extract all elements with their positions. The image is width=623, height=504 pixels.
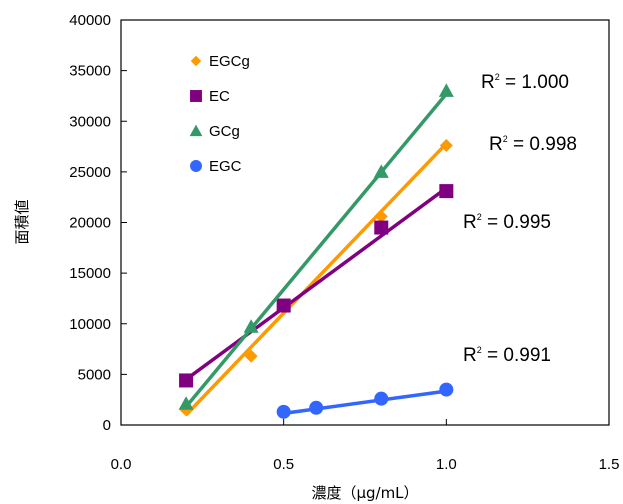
trendline-ec [185,186,448,381]
legend-marker-group [189,124,203,137]
legend: EGCg EC GCg EGC [189,53,250,175]
data-point-gcg [373,164,389,178]
legend-marker-ec [190,90,202,102]
plot-area [120,19,610,426]
r2-labels: R2 = 0.998 R2 = 0.995 R2 = 1.000 R2 = 0.991 [463,72,577,366]
ticks: 0 5000 10000 15000 20000 25000 30000 35000 40000… [69,12,619,473]
y-tick-label: 0 [103,417,111,434]
r2-label-gcg: R2 = 1.000 [481,72,569,93]
legend-marker-group [190,160,202,172]
y-tick-label: 30000 [69,113,111,130]
y-tick-label: 40000 [69,12,111,29]
r2-label-ec: R2 = 0.995 [463,212,551,233]
data-point-egc [374,391,389,406]
data-point-ec [439,184,454,199]
trendline-egcg [184,142,448,417]
data-point-egcg [244,349,258,363]
legend-label-egcg: EGCg [209,53,250,70]
y-tick-label: 10000 [69,316,111,333]
data-point-ec [179,373,194,388]
legend-item-egc: EGC [190,158,242,175]
y-tick-label: 35000 [69,63,111,80]
data-point-egcg [439,139,453,153]
x-tick-label: 1.0 [436,456,457,473]
data-point-egcg [374,209,388,223]
r2-label-egcg: R2 = 0.998 [489,134,577,155]
y-tick-label: 15000 [69,265,111,282]
x-tick-label: 0.5 [273,456,294,473]
trendline-gcg [184,92,448,408]
data-point-ec [276,298,291,313]
legend-marker-egc [190,160,202,172]
data-point-gcg [243,319,259,333]
data-point-egc [309,400,324,415]
x-axis-label: 濃度（μg/mL） [311,484,418,502]
r2-label-egc: R2 = 0.991 [463,345,551,366]
legend-marker-group [190,90,202,102]
y-axis-label: 面積値 [13,199,31,244]
legend-label-egc: EGC [209,158,242,175]
x-tick-label: 1.5 [599,456,620,473]
series-gcg [178,83,454,410]
data-point-gcg [178,396,194,410]
data-point-egc [439,382,454,397]
y-tick-label: 20000 [69,215,111,232]
data-point-ec [374,220,389,235]
series-layer [178,83,454,419]
data-point-gcg [438,83,454,97]
legend-item-gcg: GCg [189,123,240,140]
x-tick-label: 0.0 [111,456,132,473]
legend-marker-gcg [189,124,203,137]
legend-label-gcg: GCg [209,123,240,140]
y-tick-label: 25000 [69,164,111,181]
data-point-egc [276,404,291,419]
y-tick-label: 5000 [78,366,111,383]
series-ec [179,184,454,388]
legend-item-ec: EC [190,88,230,105]
legend-label-ec: EC [209,88,230,105]
series-egc [276,382,454,419]
